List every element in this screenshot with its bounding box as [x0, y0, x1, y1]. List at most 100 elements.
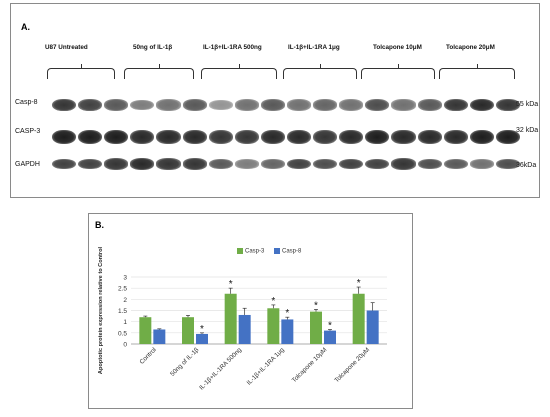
blot-band — [130, 158, 155, 170]
legend-item-casp8: Casp-8 — [274, 248, 301, 255]
legend-swatch-casp8 — [274, 248, 280, 254]
blot-band — [182, 158, 207, 170]
blot-band — [339, 158, 364, 170]
significance-star: * — [314, 300, 318, 311]
blot-band — [104, 99, 129, 111]
blot-band — [469, 98, 494, 112]
blot-band — [313, 158, 338, 170]
bar-casp-8 — [324, 330, 336, 344]
bar-casp-3 — [352, 293, 365, 344]
blot-band — [130, 99, 155, 111]
bar-casp-8 — [238, 314, 251, 344]
bar-chart: 0 0.5 1 1.5 2 2.5 3 Apoptotic protein expressio… — [98, 247, 387, 391]
western-blot-panel: A. U87 Untreated 50ng of IL-1β IL-1β+IL-… — [10, 3, 540, 198]
blot-strip-gapdh — [51, 157, 521, 171]
blot-band — [365, 129, 390, 145]
blot-band — [443, 129, 468, 145]
y-tick-label: 0 — [123, 342, 127, 349]
blot-band — [234, 159, 259, 169]
y-tick-label: 1.5 — [118, 308, 127, 315]
bar-casp-3 — [182, 317, 194, 344]
blot-band — [260, 159, 285, 169]
blot-band — [208, 129, 233, 145]
lane-group-brace — [283, 64, 357, 79]
blot-band — [391, 158, 416, 170]
blot-band — [52, 158, 77, 170]
blot-band — [156, 129, 181, 145]
lane-group-label: IL-1β+IL-1RA 500ng — [203, 44, 262, 51]
blot-band — [287, 158, 312, 170]
blot-band — [313, 129, 338, 145]
blot-band — [156, 99, 181, 111]
blot-band — [495, 98, 520, 112]
blot-band — [78, 129, 103, 145]
kda-label-casp3: 32 kDa — [516, 127, 539, 134]
blot-band — [156, 158, 181, 170]
x-tick-label: Control — [138, 346, 157, 365]
blot-band — [104, 158, 129, 170]
x-tick-label: Tolcapone 20μM — [333, 346, 371, 384]
blot-band — [443, 158, 468, 170]
significance-star: * — [271, 296, 275, 307]
bar-casp-8 — [366, 310, 379, 344]
blot-band — [339, 129, 364, 145]
blot-band — [52, 129, 77, 145]
lane-group-brace — [201, 64, 277, 79]
lane-group-brace — [47, 64, 115, 79]
significance-star: * — [285, 308, 289, 319]
significance-star: * — [328, 320, 332, 331]
blot-band — [104, 129, 129, 145]
bar-chart-panel: B. Casp-3 Casp-8 0 0.5 1 1.5 2 2.5 3 Apoptotic … — [88, 213, 413, 409]
bar-casp-8 — [153, 329, 166, 344]
bar-casp-3 — [139, 317, 152, 344]
y-tick-label: 2 — [123, 297, 127, 304]
blot-band — [260, 129, 285, 145]
bar-casp-3 — [224, 293, 237, 344]
blot-band — [495, 158, 520, 170]
significance-star: * — [200, 324, 204, 335]
blot-band — [52, 98, 77, 112]
legend-swatch-casp3 — [237, 248, 243, 254]
row-label-gapdh: GAPDH — [15, 161, 40, 168]
bar-casp-3 — [310, 311, 322, 344]
blot-band — [339, 99, 364, 111]
lane-group-brace — [361, 64, 435, 79]
significance-star: * — [229, 279, 233, 290]
lane-group-label: Tolcapone 10μM — [373, 44, 422, 51]
row-label-casp3: CASP-3 — [15, 128, 41, 135]
blot-band — [443, 98, 468, 112]
blot-band — [182, 129, 207, 145]
blot-band — [208, 99, 233, 111]
blot-band — [495, 129, 520, 145]
lane-group-label: U87 Untreated — [45, 44, 88, 51]
blot-band — [417, 158, 442, 170]
kda-label-gapdh: 36kDa — [516, 162, 537, 169]
blot-band — [287, 129, 312, 145]
blot-band — [182, 99, 207, 111]
x-tick-label: Tolcapone 10μM — [291, 346, 329, 384]
x-tick-label: IL-1β+IL-1RA 1μg — [246, 346, 287, 387]
lane-group-label: Tolcapone 20μM — [446, 44, 495, 51]
blot-band — [313, 99, 338, 111]
y-tick-label: 1 — [123, 319, 127, 326]
blot-band — [234, 99, 259, 111]
blot-band — [234, 129, 259, 145]
blot-band — [260, 99, 285, 111]
bar-casp-8 — [281, 319, 294, 344]
lane-group-label: IL-1β+IL-1RA 1μg — [288, 44, 340, 51]
blot-band — [208, 158, 233, 170]
bar-casp-3 — [267, 308, 280, 344]
y-tick-label: 2.5 — [118, 286, 127, 293]
blot-band — [391, 99, 416, 111]
blot-band — [130, 129, 155, 145]
x-tick-label: 50ng of IL-1β — [169, 346, 201, 378]
blot-band — [287, 99, 312, 111]
legend-label-casp8: Casp-8 — [282, 248, 302, 255]
blot-band — [391, 129, 416, 145]
legend-label-casp3: Casp-3 — [245, 248, 265, 255]
blot-band — [365, 99, 390, 111]
panel-b-letter: B. — [95, 220, 104, 230]
blot-band — [78, 158, 103, 170]
y-tick-label: 3 — [123, 275, 127, 282]
blot-band — [417, 99, 442, 111]
